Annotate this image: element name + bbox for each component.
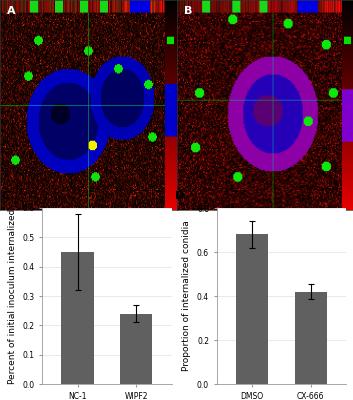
Bar xyxy=(61,252,94,384)
Text: B: B xyxy=(184,6,192,16)
Bar xyxy=(294,292,327,384)
Text: A: A xyxy=(7,6,16,16)
Y-axis label: Proportion of internalized conidia: Proportion of internalized conidia xyxy=(183,221,191,371)
Bar xyxy=(236,234,268,384)
Text: C: C xyxy=(1,191,9,201)
Text: D: D xyxy=(175,191,185,201)
Bar xyxy=(120,314,152,384)
Y-axis label: Percent of initial inoculum internalized: Percent of initial inoculum internalized xyxy=(8,208,17,384)
